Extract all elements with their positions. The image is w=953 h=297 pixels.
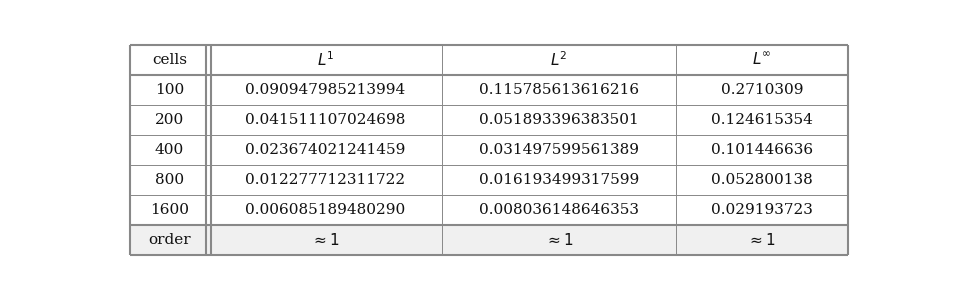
Text: 0.101446636: 0.101446636	[710, 143, 812, 157]
Bar	[131, 195, 208, 225]
Bar	[441, 75, 676, 105]
Bar	[208, 225, 441, 255]
Bar	[208, 195, 441, 225]
Bar	[441, 45, 676, 75]
Text: 0.052800138: 0.052800138	[710, 173, 812, 187]
Text: 0.016193499317599: 0.016193499317599	[478, 173, 639, 187]
Bar	[441, 225, 676, 255]
Text: $L^{\infty}$: $L^{\infty}$	[751, 52, 771, 68]
Bar	[131, 225, 208, 255]
Text: 0.090947985213994: 0.090947985213994	[245, 83, 405, 97]
Bar	[208, 165, 441, 195]
Bar	[441, 135, 676, 165]
Bar	[676, 225, 846, 255]
Bar	[441, 105, 676, 135]
Text: 0.006085189480290: 0.006085189480290	[245, 203, 405, 217]
Text: order: order	[148, 233, 191, 247]
Bar	[208, 45, 441, 75]
Bar	[441, 195, 676, 225]
Text: 0.031497599561389: 0.031497599561389	[478, 143, 639, 157]
Bar	[131, 45, 208, 75]
Bar	[676, 45, 846, 75]
Bar	[131, 165, 208, 195]
Text: 100: 100	[154, 83, 184, 97]
Bar	[131, 105, 208, 135]
Text: $\approx 1$: $\approx 1$	[544, 232, 573, 248]
Text: 1600: 1600	[150, 203, 189, 217]
Bar	[208, 105, 441, 135]
Bar	[676, 195, 846, 225]
Bar	[676, 105, 846, 135]
Text: 0.012277712311722: 0.012277712311722	[245, 173, 405, 187]
Text: $\approx 1$: $\approx 1$	[311, 232, 339, 248]
Bar	[208, 135, 441, 165]
Bar	[676, 165, 846, 195]
Bar	[208, 75, 441, 105]
Text: 0.029193723: 0.029193723	[710, 203, 812, 217]
Bar	[441, 165, 676, 195]
Text: 0.008036148646353: 0.008036148646353	[478, 203, 639, 217]
Bar	[131, 135, 208, 165]
Bar	[676, 75, 846, 105]
Text: 0.051893396383501: 0.051893396383501	[478, 113, 639, 127]
Text: 800: 800	[154, 173, 184, 187]
Text: $\approx 1$: $\approx 1$	[746, 232, 776, 248]
Text: $L^1$: $L^1$	[316, 50, 334, 69]
Text: 0.2710309: 0.2710309	[720, 83, 802, 97]
Text: 400: 400	[154, 143, 184, 157]
Text: 0.023674021241459: 0.023674021241459	[245, 143, 405, 157]
Text: 0.041511107024698: 0.041511107024698	[245, 113, 405, 127]
Text: $L^2$: $L^2$	[550, 50, 567, 69]
Text: 200: 200	[154, 113, 184, 127]
Bar	[131, 75, 208, 105]
Text: 0.115785613616216: 0.115785613616216	[478, 83, 639, 97]
Text: cells: cells	[152, 53, 187, 67]
Bar	[676, 135, 846, 165]
Text: 0.124615354: 0.124615354	[710, 113, 812, 127]
